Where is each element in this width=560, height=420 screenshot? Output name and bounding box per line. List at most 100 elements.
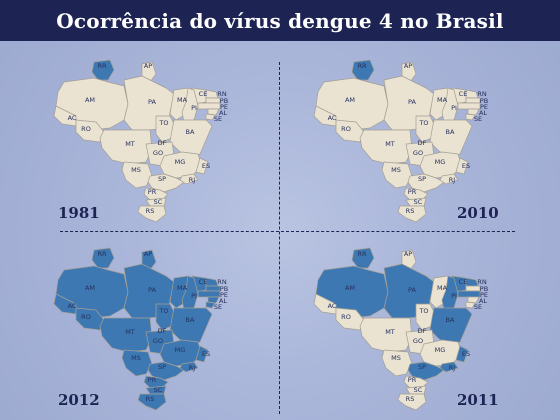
state-label-es: ES — [202, 162, 210, 170]
state-label-pr: PR — [148, 376, 157, 384]
state-es — [195, 157, 209, 175]
state-rr — [91, 247, 115, 269]
state-label-am: AM — [345, 96, 355, 104]
horizontal-divider — [60, 231, 515, 232]
state-sp — [147, 361, 185, 381]
state-pb — [465, 285, 481, 292]
state-label-ap: AP — [404, 250, 412, 258]
state-ba — [429, 307, 473, 347]
state-label-rj: RJ — [449, 364, 456, 372]
state-label-ma: MA — [437, 96, 448, 104]
state-label-pa: PA — [148, 286, 157, 294]
state-rn — [205, 277, 219, 287]
state-label-pe: PE — [480, 103, 488, 111]
state-label-pe: PE — [220, 103, 228, 111]
state-label-pb: PB — [480, 285, 488, 293]
state-ac — [313, 293, 337, 315]
state-label-sp: SP — [158, 175, 166, 183]
state-label-sp: SP — [418, 175, 426, 183]
state-label-ba: BA — [186, 128, 195, 136]
state-label-rs: RS — [406, 395, 415, 403]
state-sp — [407, 361, 445, 381]
state-ap — [141, 61, 157, 83]
state-label-ms: MS — [391, 166, 401, 174]
state-ba — [169, 307, 213, 347]
state-label-mg: MG — [175, 158, 186, 166]
state-pb — [205, 97, 221, 104]
state-label-ce: CE — [459, 278, 468, 286]
state-rn — [205, 89, 219, 99]
state-label-ms: MS — [131, 354, 141, 362]
state-rn — [465, 277, 479, 287]
state-rr — [351, 59, 375, 81]
state-label-pr: PR — [408, 188, 417, 196]
state-ms — [381, 161, 413, 189]
state-label-ma: MA — [177, 96, 188, 104]
state-label-ro: RO — [341, 313, 351, 321]
state-sp — [407, 173, 445, 193]
state-label-mg: MG — [435, 346, 446, 354]
state-pe — [197, 290, 221, 298]
state-label-to: TO — [158, 119, 168, 127]
state-label-am: AM — [345, 284, 355, 292]
state-label-df: DF — [158, 139, 167, 147]
state-label-ms: MS — [391, 354, 401, 362]
state-label-to: TO — [158, 307, 168, 315]
state-label-ro: RO — [81, 313, 91, 321]
state-rj — [179, 173, 199, 185]
state-label-sp: SP — [158, 363, 166, 371]
state-label-se: SE — [214, 115, 222, 123]
state-rs — [397, 205, 427, 223]
state-label-ap: AP — [144, 62, 152, 70]
state-label-sc: SC — [154, 386, 163, 394]
state-al — [207, 108, 220, 116]
year-label-1981: 1981 — [58, 204, 100, 222]
state-ap — [141, 249, 157, 271]
map-panel-1981: RR AP AM PA MA CE RN PB PE AL SE PI AC RO MT TO BA DF GO MG… — [50, 52, 320, 232]
state-ro — [335, 307, 365, 331]
state-pe — [457, 102, 481, 110]
state-pe — [457, 290, 481, 298]
state-ac — [313, 105, 337, 127]
state-label-go: GO — [153, 149, 163, 157]
state-label-ro: RO — [81, 125, 91, 133]
state-pb — [465, 97, 481, 104]
state-label-rs: RS — [146, 207, 155, 215]
map-panel-2010: RR AP AM PA MA CE RN PB PE AL SE PI AC RO MT TO BA DF GO MG… — [310, 52, 560, 232]
state-label-pr: PR — [148, 188, 157, 196]
state-label-al: AL — [219, 109, 227, 117]
state-rn — [465, 89, 479, 99]
state-label-rn: RN — [477, 278, 487, 286]
state-label-rs: RS — [406, 207, 415, 215]
state-ms — [121, 161, 153, 189]
state-ba — [169, 119, 213, 159]
state-se — [465, 113, 476, 121]
state-rj — [439, 173, 459, 185]
state-ro — [75, 307, 105, 331]
state-label-al: AL — [219, 297, 227, 305]
state-label-rn: RN — [477, 90, 487, 98]
state-label-ba: BA — [186, 316, 195, 324]
state-label-to: TO — [418, 119, 428, 127]
vertical-divider — [279, 62, 280, 414]
state-label-ba: BA — [446, 128, 455, 136]
state-al — [207, 296, 220, 304]
state-label-pi: PI — [191, 104, 197, 112]
state-se — [205, 301, 216, 309]
state-label-rs: RS — [146, 395, 155, 403]
state-label-mg: MG — [435, 158, 446, 166]
state-ro — [335, 119, 365, 143]
state-label-es: ES — [202, 350, 210, 358]
state-sp — [147, 173, 185, 193]
state-label-sp: SP — [418, 363, 426, 371]
state-label-mt: MT — [125, 328, 135, 336]
state-label-ac: AC — [328, 302, 337, 310]
state-label-mt: MT — [125, 140, 135, 148]
state-ap — [401, 61, 417, 83]
state-label-es: ES — [462, 162, 470, 170]
state-label-pi: PI — [451, 104, 457, 112]
state-label-mt: MT — [385, 140, 395, 148]
state-label-df: DF — [418, 327, 427, 335]
